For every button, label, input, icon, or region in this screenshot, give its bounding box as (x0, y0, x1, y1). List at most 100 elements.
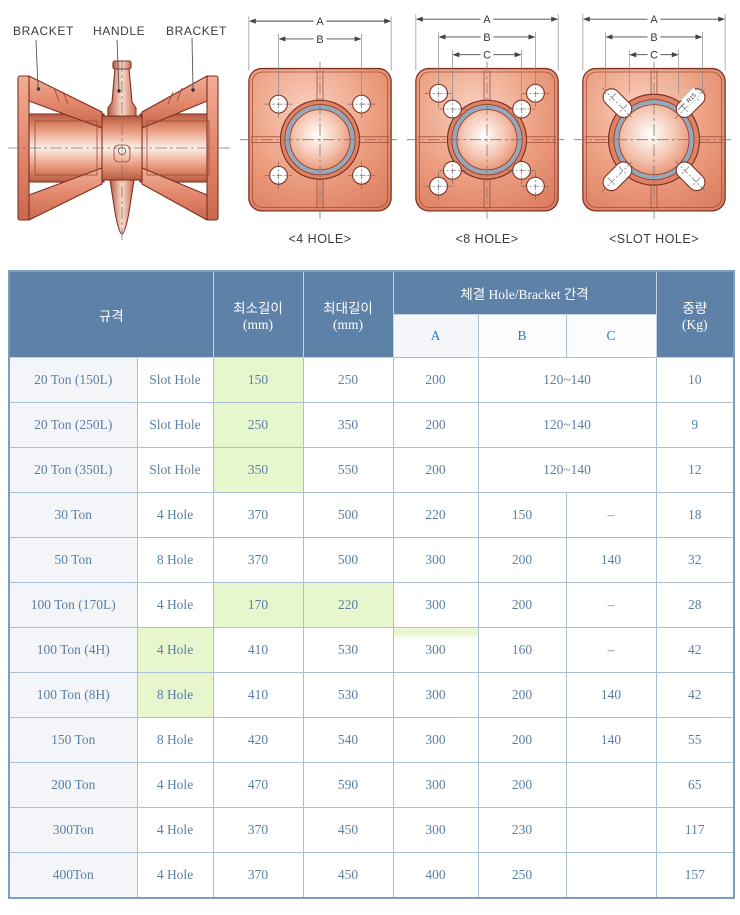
header-max-length-line1: 최대길이 (323, 300, 373, 316)
header-weight-unit: (Kg) (682, 316, 708, 332)
header-min-length: 최소길이 (mm) (212, 270, 304, 358)
spec-table: 규격 최소길이 (mm) 최대길이 (mm) 체결 Hole/Bracket 간… (8, 270, 736, 899)
caption-4hole: <4 HOLE> (288, 232, 352, 246)
value-cell: 12 (655, 447, 735, 493)
table-row: 200 Ton 4 Hole 470 590 300 200 65 (8, 762, 735, 808)
spec-cell: 20 Ton (150L) (8, 357, 138, 403)
spec-cell: 200 Ton (8, 762, 138, 808)
value-cell: 8 Hole (136, 717, 214, 763)
spec-cell: 30 Ton (8, 492, 138, 538)
value-cell: Slot Hole (136, 447, 214, 493)
table-row: 400Ton 4 Hole 370 450 400 250 157 (8, 852, 735, 899)
value-cell: 42 (655, 627, 735, 673)
value-cell (565, 762, 657, 808)
value-cell: 300 (392, 582, 479, 628)
value-cell: 530 (302, 627, 394, 673)
spec-cell: 100 Ton (4H) (8, 627, 138, 673)
svg-text:A: A (316, 16, 324, 28)
value-cell: 160 (477, 627, 567, 673)
header-col-b: B (477, 314, 567, 358)
value-cell (565, 852, 657, 899)
value-cell: 28 (655, 582, 735, 628)
value-cell: 200 (477, 717, 567, 763)
value-cell: 200 (477, 582, 567, 628)
value-cell: 450 (302, 807, 394, 853)
value-cell: 65 (655, 762, 735, 808)
value-cell: 590 (302, 762, 394, 808)
value-cell: 220 (392, 492, 479, 538)
flange-view-slothole: R15 A B C <SLOT HOLE> (571, 4, 737, 246)
value-cell: 120~140 (477, 402, 657, 448)
table-row: 20 Ton (350L) Slot Hole 350 550 200 120~140 12 (8, 447, 735, 493)
svg-text:A: A (650, 14, 658, 26)
svg-text:B: B (483, 32, 490, 44)
value-cell: 370 (212, 492, 304, 538)
value-cell: 400 (392, 852, 479, 899)
value-cell: 42 (655, 672, 735, 718)
table-row: 30 Ton 4 Hole 370 500 220 150–18 (8, 492, 735, 538)
table-row: 100 Ton (170L) 4 Hole 170 220 300 200–28 (8, 582, 735, 628)
svg-text:C: C (483, 50, 491, 62)
value-cell: 120~140 (477, 357, 657, 403)
value-cell: 470 (212, 762, 304, 808)
value-cell: 500 (302, 537, 394, 583)
value-cell: 8 Hole (136, 537, 214, 583)
table-row: 100 Ton (8H) 8 Hole 410 530 300 200 140 42 (8, 672, 735, 718)
value-cell: 4 Hole (136, 492, 214, 538)
value-cell: 4 Hole (136, 762, 214, 808)
value-cell: 200 (477, 672, 567, 718)
value-cell: 4 Hole (136, 627, 214, 673)
value-cell: Slot Hole (136, 402, 214, 448)
value-cell: 250 (212, 402, 304, 448)
value-cell: 200 (392, 447, 479, 493)
spec-cell: 20 Ton (350L) (8, 447, 138, 493)
value-cell: 550 (302, 447, 394, 493)
svg-text:C: C (650, 50, 658, 62)
value-cell: 300 (392, 807, 479, 853)
value-cell: 250 (477, 852, 567, 899)
caption-8hole: <8 HOLE> (455, 232, 519, 246)
value-cell: 370 (212, 537, 304, 583)
value-cell: 120~140 (477, 447, 657, 493)
value-cell: 9 (655, 402, 735, 448)
spec-cell: 20 Ton (250L) (8, 402, 138, 448)
value-cell: 410 (212, 672, 304, 718)
flange-drawing: AB (239, 14, 401, 221)
value-cell: 140 (565, 717, 657, 763)
value-cell: 350 (212, 447, 304, 493)
value-cell (565, 807, 657, 853)
value-cell: 370 (212, 852, 304, 899)
value-cell: Slot Hole (136, 357, 214, 403)
header-spacing-group: 체결 Hole/Bracket 간격 (392, 270, 657, 315)
value-cell: 150 (212, 357, 304, 403)
header-weight: 중량 (Kg) (655, 270, 735, 358)
value-cell: 300 (392, 672, 479, 718)
header-weight-line1: 중량 (682, 300, 708, 316)
value-cell: 18 (655, 492, 735, 538)
svg-text:A: A (483, 14, 491, 26)
table-row: 50 Ton 8 Hole 370 500 300 200 140 32 (8, 537, 735, 583)
spec-cell: 100 Ton (170L) (8, 582, 138, 628)
value-cell: 300 (392, 717, 479, 763)
value-cell: 200 (477, 762, 567, 808)
value-cell: 530 (302, 672, 394, 718)
value-cell: 230 (477, 807, 567, 853)
value-cell: – (565, 582, 657, 628)
header-col-a: A (392, 314, 479, 358)
value-cell: 200 (392, 402, 479, 448)
value-cell: 220 (302, 582, 394, 628)
value-cell: 250 (302, 357, 394, 403)
table-row: 20 Ton (250L) Slot Hole 250 350 200 120~140 9 (8, 402, 735, 448)
value-cell: 4 Hole (136, 807, 214, 853)
value-cell: – (565, 627, 657, 673)
spec-cell: 150 Ton (8, 717, 138, 763)
value-cell: 4 Hole (136, 852, 214, 899)
value-cell: 140 (565, 537, 657, 583)
value-cell: 200 (392, 357, 479, 403)
header-min-length-unit: (mm) (243, 316, 273, 332)
value-cell: 150 (477, 492, 567, 538)
